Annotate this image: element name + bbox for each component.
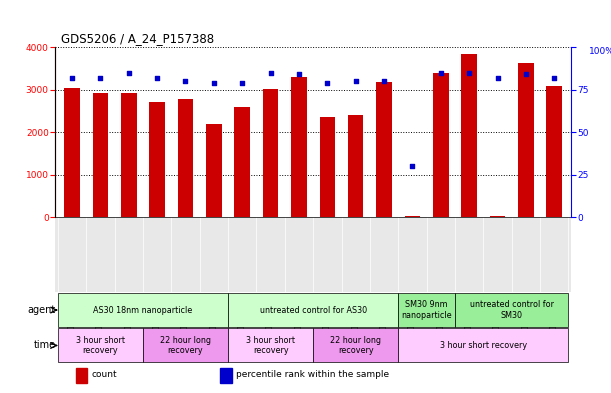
Point [323,80,332,86]
Point [408,163,417,169]
Text: 3 hour short
recovery: 3 hour short recovery [76,336,125,355]
Bar [518,63,533,217]
Text: count: count [91,370,117,379]
Bar [313,329,398,362]
Bar [228,293,398,327]
Text: GDS5206 / A_24_P157388: GDS5206 / A_24_P157388 [61,32,214,45]
Bar [398,293,455,327]
Bar [64,88,80,217]
Bar [461,53,477,217]
Bar [206,124,222,217]
Text: 3 hour short recovery: 3 hour short recovery [440,341,527,350]
Text: percentile rank within the sample: percentile rank within the sample [236,370,389,379]
Point [181,78,191,84]
Bar [121,93,136,217]
Bar [149,102,165,217]
Point [436,70,445,76]
Bar [58,329,143,362]
Text: time: time [34,340,56,351]
Point [351,78,360,84]
Point [492,75,502,81]
Point [209,80,219,86]
Bar [490,216,505,217]
Bar [76,368,87,383]
Bar [404,216,420,217]
Bar [58,293,228,327]
Bar [178,99,193,217]
Point [237,80,247,86]
Text: agent: agent [27,305,56,315]
Text: SM30 9nm
nanoparticle: SM30 9nm nanoparticle [401,300,452,320]
Bar [376,83,392,217]
Text: 22 hour long
recovery: 22 hour long recovery [330,336,381,355]
Text: 3 hour short
recovery: 3 hour short recovery [246,336,295,355]
Bar [291,77,307,217]
Point [95,75,105,81]
Text: untreated control for AS30: untreated control for AS30 [260,306,367,314]
Point [266,70,276,76]
Bar [455,293,568,327]
Point [521,71,531,77]
Bar [398,329,568,362]
Bar [320,117,335,217]
Bar [228,329,313,362]
Bar [348,115,364,217]
Bar [235,107,250,217]
Point [152,75,162,81]
Bar [433,73,448,217]
Text: untreated control for
SM30: untreated control for SM30 [470,300,554,320]
Point [294,71,304,77]
Bar [263,89,279,217]
Bar [546,86,562,217]
Text: 22 hour long
recovery: 22 hour long recovery [160,336,211,355]
Point [379,78,389,84]
Point [549,75,559,81]
Bar [143,329,228,362]
Bar [220,368,232,383]
Text: 100%: 100% [590,47,611,56]
Point [124,70,134,76]
Point [464,70,474,76]
Text: AS30 18nm nanoparticle: AS30 18nm nanoparticle [93,306,192,314]
Bar [93,93,108,217]
Point [67,75,77,81]
